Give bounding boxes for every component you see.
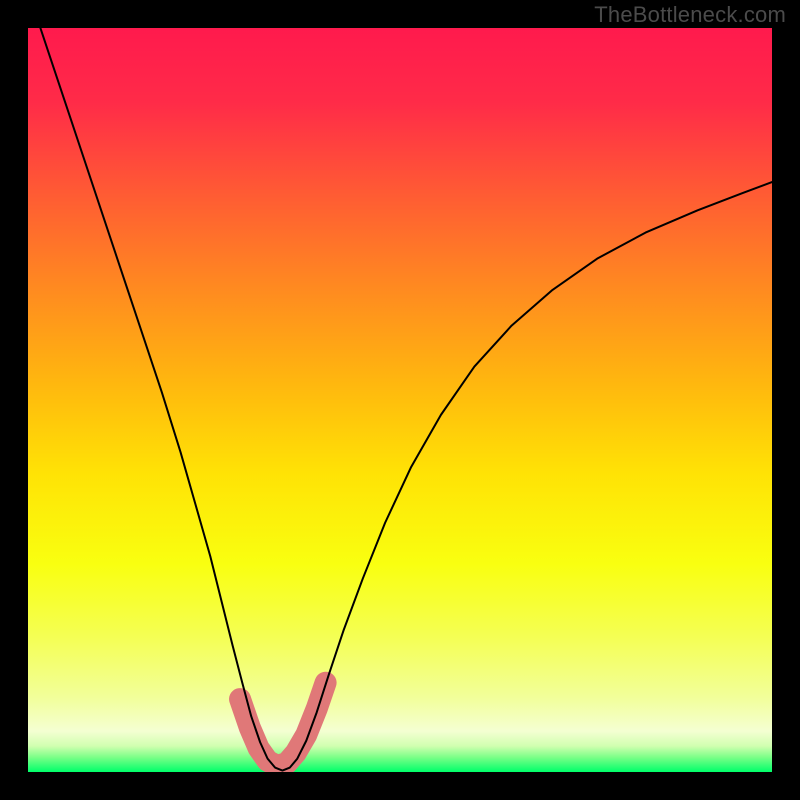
watermark-text: TheBottleneck.com — [594, 2, 786, 28]
chart-frame: TheBottleneck.com — [0, 0, 800, 800]
plot-area — [28, 28, 772, 772]
